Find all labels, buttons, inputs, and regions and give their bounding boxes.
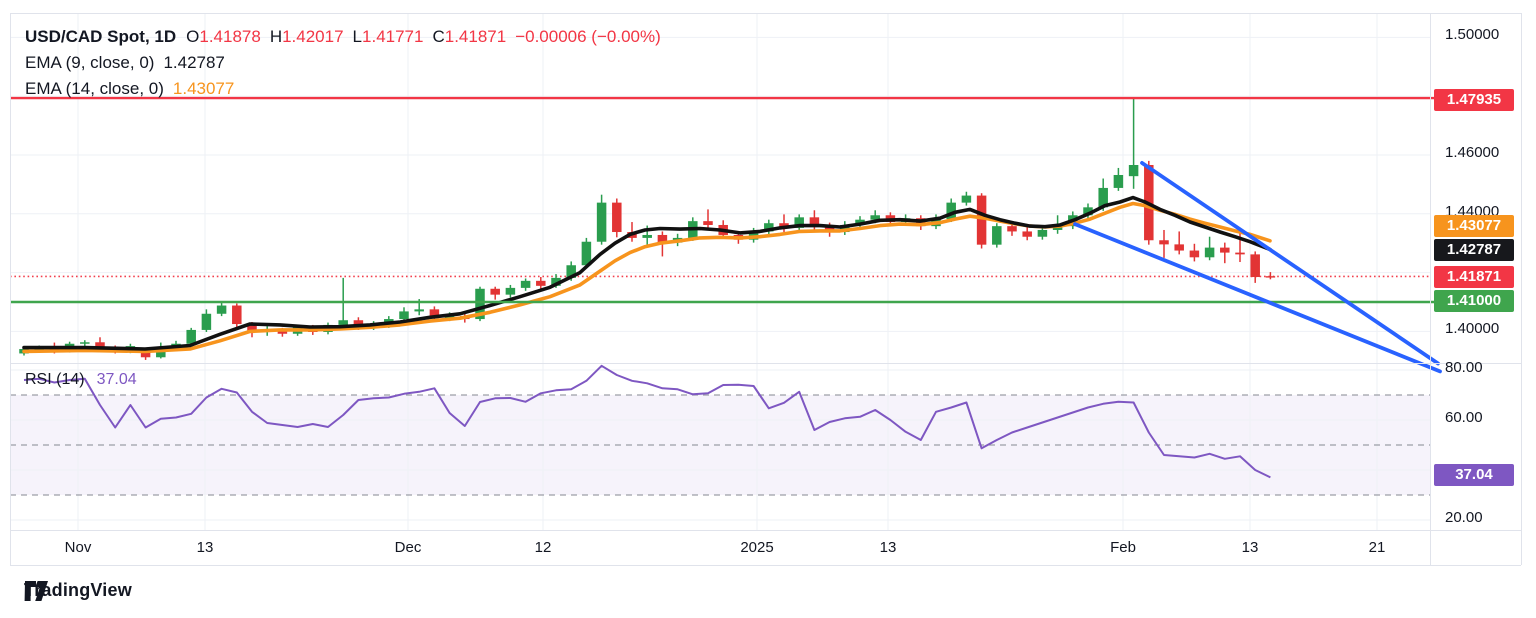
candle[interactable] — [201, 309, 212, 332]
candle[interactable] — [216, 302, 227, 317]
time-axis-label: 12 — [534, 539, 552, 556]
ema9-value: 1.42787 — [163, 53, 225, 72]
axis-badge-rsi-value: 37.04 — [1434, 464, 1514, 486]
price-axis-label: 1.50000 — [1445, 26, 1500, 44]
candle[interactable] — [1265, 272, 1276, 280]
symbol-legend-row[interactable]: USD/CAD Spot, 1D O1.41878 H1.42017 L1.41771… — [25, 24, 661, 50]
pane-separator[interactable] — [10, 363, 1521, 364]
candlestick-series[interactable] — [19, 98, 1276, 360]
ema14-label[interactable]: EMA (14, close, 0) — [25, 79, 164, 98]
frame-bottom-border — [10, 565, 1521, 566]
candle[interactable] — [490, 286, 500, 300]
axis-badge-support-level: 1.41000 — [1434, 290, 1514, 312]
candle[interactable] — [961, 191, 972, 206]
high-value: H1.42017 — [269, 27, 344, 46]
price-axis-label: 1.46000 — [1445, 144, 1500, 161]
candle[interactable] — [1250, 251, 1260, 283]
candle[interactable] — [596, 194, 607, 245]
frame-right-border — [1521, 13, 1522, 565]
axis-badge-ema9-value: 1.42787 — [1434, 239, 1514, 261]
ema9-legend-row[interactable]: EMA (9, close, 0) 1.42787 — [25, 50, 661, 76]
candle[interactable] — [399, 307, 409, 322]
low-value: L1.41771 — [352, 27, 424, 46]
axis-badge-last-price: 1.41871 — [1434, 266, 1514, 288]
candle[interactable] — [232, 303, 242, 330]
candle[interactable] — [1022, 227, 1032, 241]
rsi-legend-row[interactable]: RSI (14) 37.04 — [25, 371, 137, 389]
candle[interactable] — [946, 198, 956, 223]
candle[interactable] — [1128, 98, 1139, 189]
rsi-axis-label: 60.00 — [1445, 409, 1483, 426]
legend: USD/CAD Spot, 1D O1.41878 H1.42017 L1.41771… — [25, 24, 661, 102]
frame-left-border — [10, 13, 11, 565]
price-axis-label: 1.40000 — [1445, 320, 1500, 338]
candle[interactable] — [1189, 243, 1200, 262]
candle[interactable] — [612, 198, 622, 238]
axis-badge-ema14-value: 1.43077 — [1434, 215, 1514, 237]
change-value: −0.00006 (−0.00%) — [515, 27, 661, 46]
ema14-legend-row[interactable]: EMA (14, close, 0) 1.43077 — [25, 76, 661, 102]
time-axis[interactable]: Nov 13 Dec 12 2025 13 Feb 13 21 — [0, 531, 1536, 565]
ema9-line[interactable] — [22, 195, 1272, 351]
candle[interactable] — [976, 193, 987, 249]
rsi-value: 37.04 — [96, 371, 137, 388]
time-axis-label: 2025 — [740, 539, 774, 556]
ema9-label[interactable]: EMA (9, close, 0) — [25, 53, 155, 72]
symbol-title[interactable]: USD/CAD Spot, 1D — [25, 27, 177, 46]
close-value: C1.41871 — [432, 27, 507, 46]
candle[interactable] — [520, 278, 531, 291]
tradingview-watermark-text: TradingView — [24, 580, 132, 600]
candle[interactable] — [1159, 229, 1169, 258]
candle[interactable] — [536, 277, 546, 290]
time-axis-label: 21 — [1368, 539, 1386, 556]
candle[interactable] — [1204, 236, 1215, 261]
axis-badge-resistance-level: 1.47935 — [1434, 89, 1514, 111]
rsi-line[interactable] — [23, 364, 1271, 479]
rsi-axis-label: 80.00 — [1445, 359, 1483, 376]
candle[interactable] — [1174, 231, 1184, 255]
rsi-axis-label: 20.00 — [1445, 509, 1483, 526]
candle[interactable] — [1113, 167, 1124, 191]
candle[interactable] — [764, 219, 774, 235]
time-axis-label: 13 — [879, 539, 897, 556]
time-axis-label: 13 — [1241, 539, 1259, 556]
candle[interactable] — [703, 209, 713, 230]
time-axis-label: Feb — [1110, 539, 1136, 556]
rsi-gridlines — [10, 369, 1430, 521]
candle[interactable] — [80, 340, 90, 347]
trendline-upper[interactable] — [1140, 161, 1440, 366]
candle[interactable] — [581, 237, 592, 269]
ema14-value: 1.43077 — [172, 79, 235, 98]
tradingview-logo-icon — [24, 581, 48, 601]
price-gridlines — [10, 36, 1430, 332]
time-axis-label: Nov — [64, 539, 92, 556]
rsi-label[interactable]: RSI (14) — [25, 371, 85, 388]
time-axis-separator — [10, 530, 1521, 531]
open-value: O1.41878 — [186, 27, 261, 46]
candle[interactable] — [1220, 242, 1230, 264]
ema14-line[interactable] — [22, 201, 1272, 354]
price-axis-separator[interactable] — [1430, 13, 1431, 565]
frame-top-border — [10, 13, 1521, 14]
price-axis[interactable]: 1.50000 1.46000 1.44000 1.40000 80.00 60.00 20… — [1430, 0, 1536, 618]
trendline-lower[interactable] — [1073, 222, 1442, 374]
candle[interactable] — [794, 214, 804, 231]
time-axis-label: 13 — [196, 539, 214, 556]
time-axis-label: Dec — [394, 539, 422, 556]
candle[interactable] — [505, 284, 516, 298]
candle[interactable] — [186, 327, 196, 347]
candle[interactable] — [992, 223, 1002, 248]
tradingview-watermark[interactable]: TradingView — [24, 580, 132, 601]
